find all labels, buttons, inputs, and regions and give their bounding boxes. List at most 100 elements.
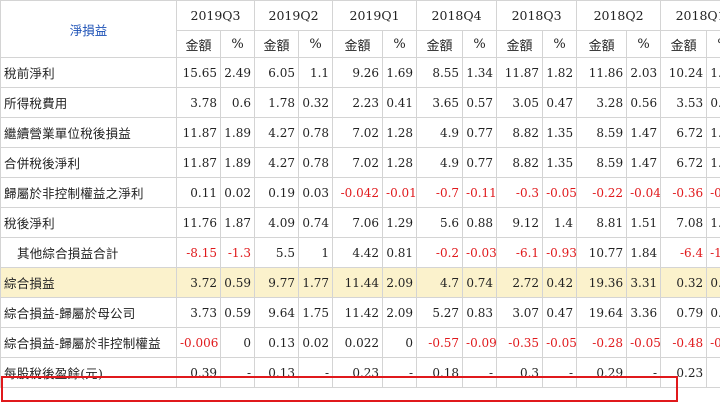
amount-cell: 0.39 [176, 357, 221, 388]
table-row: 歸屬於非控制權益之淨利 0.11 0.02 0.19 0.03 -0.042 -0.01 -0… [0, 177, 720, 208]
table-row: 綜合損益 3.72 0.59 9.77 1.77 11.44 2.09 4.7 0.74 2.72… [0, 267, 720, 298]
pct-cell: 0.64 [706, 87, 720, 118]
corner-label[interactable]: 淨損益 [0, 0, 177, 58]
amount-cell: 4.09 [254, 207, 300, 238]
pct-cell: -0.09 [706, 327, 720, 358]
amount-cell: 4.27 [254, 117, 300, 148]
amount-cell: 8.82 [496, 117, 544, 148]
pct-cell: 1.4 [542, 207, 578, 238]
amount-cell: 7.06 [332, 207, 384, 238]
amount-cell: 6.72 [660, 147, 708, 178]
amount-cell: 9.26 [332, 57, 384, 88]
pct-cell: 0.57 [462, 87, 498, 118]
pct-cell: 1.84 [626, 237, 662, 268]
pct-cell: - [542, 357, 578, 388]
pct-cell: 0.02 [298, 327, 334, 358]
table-row: 綜合損益-歸屬於母公司 3.73 0.59 9.64 1.75 11.42 2.09 5.27… [0, 297, 720, 328]
amount-cell: 3.53 [660, 87, 708, 118]
pct-cell: -0.07 [706, 177, 720, 208]
table-row: 所得稅費用 3.78 0.6 1.78 0.32 2.23 0.41 3.65 0.57 3.05… [0, 87, 720, 118]
pct-header: % [706, 30, 720, 58]
amount-cell: 8.82 [496, 147, 544, 178]
amount-cell: -8.15 [176, 237, 221, 268]
amount-cell: 3.07 [496, 297, 544, 328]
period-header: 2018Q4 [416, 0, 498, 31]
pct-cell: 1.23 [706, 117, 720, 148]
amount-cell: 6.05 [254, 57, 300, 88]
amount-cell: -0.2 [416, 237, 464, 268]
table-row: 稅後淨利 11.76 1.87 4.09 0.74 7.06 1.29 5.6 0.88 9.12… [0, 207, 720, 238]
amount-header: 金額 [332, 30, 384, 58]
pct-header: % [626, 30, 662, 58]
amount-header: 金額 [254, 30, 300, 58]
pct-cell: 0.59 [219, 297, 256, 328]
amount-cell: 4.42 [332, 237, 384, 268]
pct-cell: 1.1 [298, 57, 334, 88]
amount-cell: -0.006 [176, 327, 221, 358]
period-header: 2018Q2 [576, 0, 662, 31]
pct-cell: 1.28 [382, 147, 418, 178]
pct-cell: -0.05 [626, 327, 662, 358]
amount-cell: 0.13 [254, 327, 300, 358]
amount-header: 金額 [496, 30, 544, 58]
amount-cell: 0.79 [660, 297, 708, 328]
pct-cell: - [626, 357, 662, 388]
row-label: 繼續營業單位稅後損益 [0, 117, 177, 148]
amount-cell: -0.7 [416, 177, 464, 208]
amount-cell: 7.02 [332, 147, 384, 178]
pct-cell: 1.82 [542, 57, 578, 88]
amount-cell: 0.19 [254, 177, 300, 208]
pct-cell: 0.47 [542, 297, 578, 328]
amount-cell: 0.32 [660, 267, 708, 298]
pct-cell: 1.34 [462, 57, 498, 88]
pct-cell: -0.01 [382, 177, 418, 208]
pct-cell: 3.36 [626, 297, 662, 328]
pct-cell: -0.09 [462, 327, 498, 358]
row-label: 稅前淨利 [0, 57, 177, 88]
amount-cell: 9.64 [254, 297, 300, 328]
pct-cell: 1 [298, 237, 334, 268]
amount-cell: 19.64 [576, 297, 628, 328]
pct-cell: 0.41 [382, 87, 418, 118]
amount-cell: 3.73 [176, 297, 221, 328]
amount-cell: 0.13 [254, 357, 300, 388]
amount-cell: 1.78 [254, 87, 300, 118]
period-header: 2018Q3 [496, 0, 578, 31]
header-row-periods: 淨損益 2019Q3 2019Q2 2019Q1 2018Q4 2018Q3 2… [0, 0, 720, 58]
pct-cell: -0.04 [626, 177, 662, 208]
amount-cell: 4.9 [416, 147, 464, 178]
period-header: 2019Q1 [332, 0, 418, 31]
amount-cell: 2.72 [496, 267, 544, 298]
amount-cell: 0.23 [660, 357, 708, 388]
amount-cell: 4.7 [416, 267, 464, 298]
pct-cell: 1.29 [382, 207, 418, 238]
amount-cell: -0.48 [660, 327, 708, 358]
pct-cell: 1.29 [706, 207, 720, 238]
amount-cell: -0.57 [416, 327, 464, 358]
pct-cell: 1.47 [626, 117, 662, 148]
amount-cell: 0.3 [496, 357, 544, 388]
pct-cell: 0 [382, 327, 418, 358]
period-header: 2018Q1 [660, 0, 720, 31]
pct-cell: - [298, 357, 334, 388]
amount-cell: 15.65 [176, 57, 221, 88]
pct-cell: 2.03 [626, 57, 662, 88]
table-row: 綜合損益-歸屬於非控制權益 -0.006 0 0.13 0.02 0.022 0 -0.57-… [0, 327, 720, 358]
pct-cell: 0.83 [462, 297, 498, 328]
amount-cell: 11.42 [332, 297, 384, 328]
pct-cell: 0.6 [219, 87, 256, 118]
pct-cell: 0.32 [298, 87, 334, 118]
pct-cell: 0 [219, 327, 256, 358]
amount-cell: 3.05 [496, 87, 544, 118]
pct-cell: 0.03 [298, 177, 334, 208]
pct-cell: -0.03 [462, 237, 498, 268]
amount-cell: 3.78 [176, 87, 221, 118]
table-row: 每股稅後盈餘(元) 0.39-0.13-0.23-0.18-0.3-0.29-0.… [0, 357, 720, 388]
period-header: 2019Q3 [175, 0, 256, 31]
pct-cell: 1.35 [542, 117, 578, 148]
table-row: 稅前淨利 15.65 2.49 6.05 1.1 9.26 1.69 8.55 1.34 11.8… [0, 57, 720, 88]
row-label: 合併稅後淨利 [0, 147, 177, 178]
pct-cell: 1.23 [706, 147, 720, 178]
pct-cell: 0.74 [298, 207, 334, 238]
amount-cell: -0.042 [332, 177, 384, 208]
